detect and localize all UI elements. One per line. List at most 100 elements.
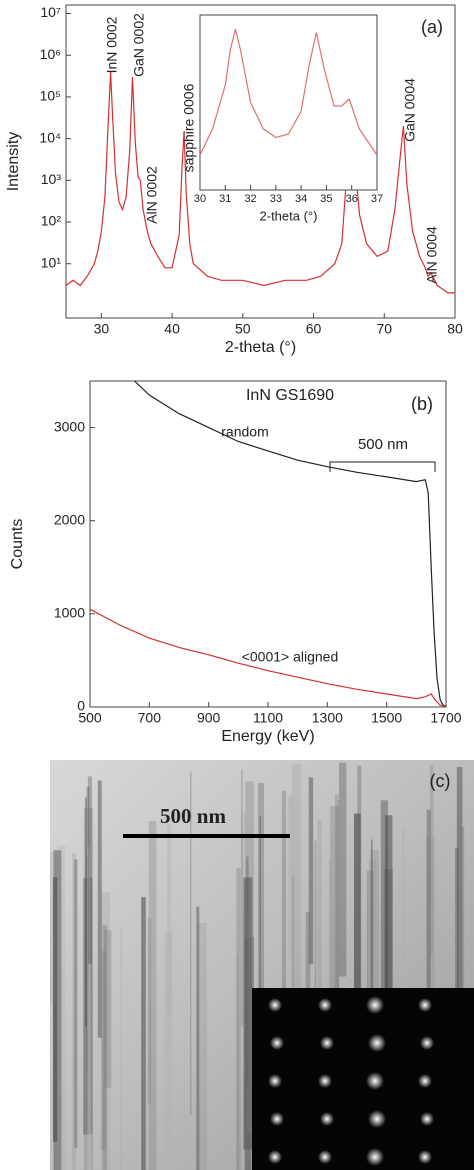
micrograph-streak — [371, 839, 373, 1064]
micrograph: 500 nm (c) — [50, 760, 474, 1170]
micrograph-streak — [246, 856, 249, 1087]
x-tick-label: 34 — [295, 193, 307, 205]
micrograph-streak — [141, 897, 146, 1170]
micrograph-streak — [257, 783, 264, 997]
x-axis-label: Energy (keV) — [221, 728, 314, 745]
diffraction-spot — [270, 1112, 284, 1126]
micrograph-streak — [85, 797, 87, 1027]
micrograph-streak — [426, 809, 431, 1023]
y-tick-label: 10² — [41, 213, 62, 229]
x-tick-label: 31 — [219, 193, 231, 205]
x-tick-label: 500 — [78, 710, 102, 726]
micrograph-streak — [338, 762, 347, 977]
panel-label: (a) — [421, 17, 443, 37]
y-tick-label: 10⁷ — [40, 4, 61, 20]
micrograph-streak — [120, 928, 122, 1170]
plot-frame — [65, 4, 456, 319]
y-tick-label: 1000 — [54, 605, 85, 621]
scale-bar-label: 500 nm — [160, 804, 226, 828]
micrograph-streak — [454, 847, 459, 1127]
y-axis-label: Intensity — [5, 132, 22, 192]
diffraction-spot — [418, 1150, 432, 1164]
y-tick-label: 2000 — [54, 511, 85, 527]
plot-frame — [199, 14, 378, 191]
micrograph-streak — [357, 765, 362, 1046]
micrograph-streak — [243, 877, 253, 1150]
x-tick-label: 32 — [244, 193, 256, 205]
micrograph-streak — [167, 824, 172, 1016]
y-tick-label: 10³ — [41, 171, 62, 187]
x-tick-label: 1300 — [312, 710, 343, 726]
micrograph-streak — [196, 906, 200, 1170]
micrograph-streak — [244, 937, 255, 1170]
x-tick-label: 1100 — [253, 710, 283, 726]
peak-label: InN 0002 — [104, 16, 120, 73]
scale-bracket — [329, 461, 436, 472]
x-tick-label: 37 — [371, 193, 383, 205]
x-tick-label: 1700 — [430, 710, 461, 726]
micrograph-streak — [385, 815, 393, 1118]
scale-bar-label: 500 nm — [358, 436, 408, 453]
diffraction-spot — [270, 1036, 284, 1050]
micrograph-streak — [240, 769, 243, 1027]
micrograph-streak — [281, 790, 286, 1142]
x-axis-label: 2-theta (°) — [260, 208, 318, 223]
diffraction-spot — [368, 1034, 386, 1052]
micrograph-streak — [87, 846, 92, 1170]
micrograph-streak — [100, 892, 111, 1170]
x-tick-label: 36 — [346, 193, 358, 205]
micrograph-streak — [337, 800, 340, 1088]
micrograph-streak — [101, 951, 107, 1151]
peak-label: AlN 0004 — [424, 226, 440, 284]
x-tick-label: 80 — [447, 321, 463, 337]
micrograph-streak — [53, 850, 62, 1170]
micrograph-streak — [353, 813, 361, 1058]
micrograph-streak — [97, 780, 102, 1038]
data-line — [89, 608, 447, 708]
diffraction-spot — [268, 1074, 282, 1088]
micrograph-streak — [247, 916, 251, 1133]
data-line — [199, 28, 378, 156]
sample-title: InN GS1690 — [246, 387, 334, 404]
micrograph-streak — [259, 815, 261, 1093]
diffraction-spot — [420, 1036, 434, 1050]
micrograph-streak — [197, 922, 207, 1170]
micrograph-streak — [287, 795, 293, 959]
legend-label: random — [221, 424, 268, 440]
data-line — [65, 71, 455, 294]
peak-label: GaN 0002 — [131, 13, 147, 77]
x-tick-label: 70 — [376, 321, 392, 337]
diffraction-spot — [318, 1150, 332, 1164]
micrograph-streak — [334, 794, 339, 1170]
micrograph-streak — [50, 851, 56, 1003]
diffraction-spot — [320, 1036, 334, 1050]
micrograph-streak — [148, 821, 157, 1170]
data-line — [134, 380, 447, 707]
x-tick-label: 900 — [197, 710, 221, 726]
diffraction-spot — [418, 998, 432, 1012]
x-axis-label: 2-theta (°) — [225, 339, 296, 356]
y-tick-label: 10⁵ — [40, 88, 61, 104]
x-tick-label: 60 — [306, 321, 322, 337]
diffraction-spot — [318, 998, 332, 1012]
micrograph-streak — [430, 764, 434, 956]
y-tick-label: 0 — [77, 698, 85, 714]
x-tick-label: 700 — [138, 710, 162, 726]
y-tick-label: 10¹ — [41, 254, 62, 270]
micrograph-streak — [456, 767, 463, 1019]
diffraction-spot — [320, 1112, 334, 1126]
x-tick-label: 35 — [320, 193, 332, 205]
diffraction-spot — [418, 1074, 432, 1088]
micrograph-streak — [147, 918, 152, 1104]
micrograph-streak — [236, 954, 239, 1170]
peak-label: GaN 0004 — [402, 78, 418, 142]
micrograph-streak — [103, 930, 112, 1088]
micrograph-streak — [402, 828, 405, 1088]
diffraction-spot — [368, 1110, 386, 1128]
micrograph-streak — [380, 800, 388, 1140]
x-tick-label: 30 — [194, 193, 206, 205]
micrograph-streak — [366, 870, 374, 1028]
x-tick-label: 33 — [270, 193, 282, 205]
